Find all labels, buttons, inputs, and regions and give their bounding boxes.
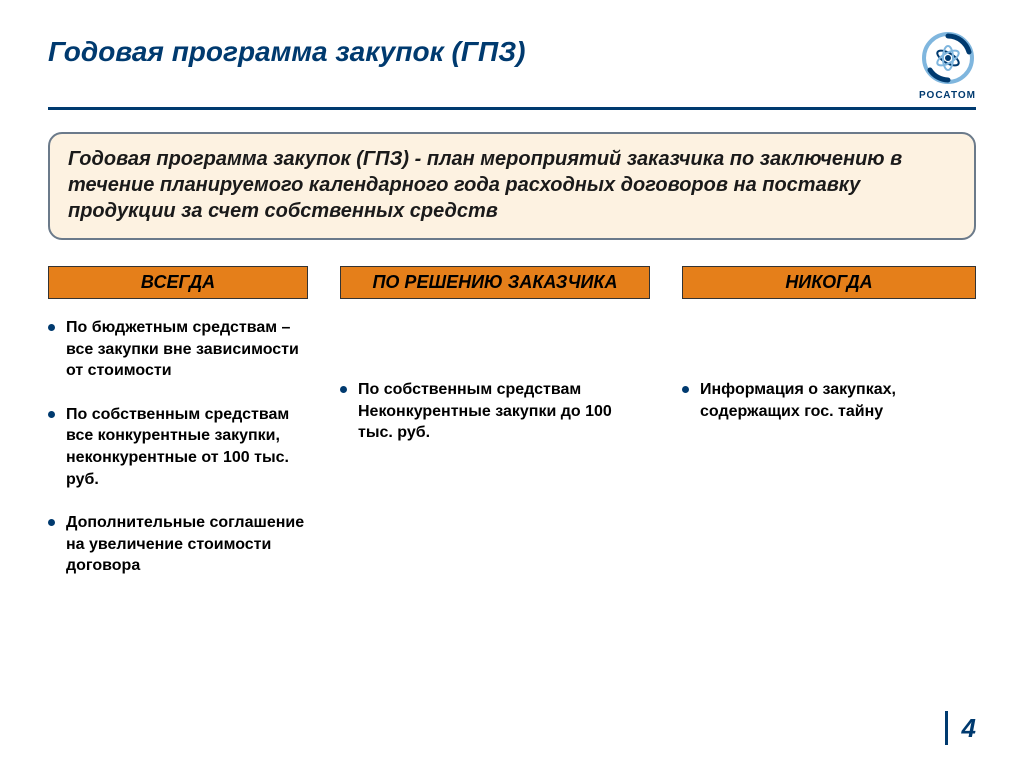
column-header: ВСЕГДА	[48, 266, 308, 299]
columns-container: ВСЕГДА По бюджетным средствам – все заку…	[48, 266, 976, 599]
column-header: НИКОГДА	[682, 266, 976, 299]
definition-box: Годовая программа закупок (ГПЗ) - план м…	[48, 132, 976, 240]
column-customer-decision: ПО РЕШЕНИЮ ЗАКАЗЧИКА По собственным сред…	[340, 266, 650, 599]
page-number-bar	[945, 711, 948, 745]
list-item: По собственным средствам Неконкурентные …	[340, 379, 650, 444]
column-always: ВСЕГДА По бюджетным средствам – все заку…	[48, 266, 308, 599]
list-item: По собственным средствам все конкурентны…	[48, 404, 308, 490]
column-never: НИКОГДА Информация о закупках, содержащи…	[682, 266, 976, 599]
title-divider	[48, 107, 976, 110]
list-item: Дополнительные соглашение на увеличение …	[48, 512, 308, 577]
list-item: По бюджетным средствам – все закупки вне…	[48, 317, 308, 382]
page-title: Годовая программа закупок (ГПЗ)	[48, 30, 526, 68]
list-item: Информация о закупках, содержащих гос. т…	[682, 379, 976, 422]
column-header: ПО РЕШЕНИЮ ЗАКАЗЧИКА	[340, 266, 650, 299]
page-number-area: 4	[945, 711, 976, 745]
rosatom-icon	[920, 30, 976, 86]
logo-label: РОСАТОМ	[919, 90, 976, 101]
logo: РОСАТОМ	[919, 30, 976, 101]
page-number: 4	[962, 713, 976, 744]
